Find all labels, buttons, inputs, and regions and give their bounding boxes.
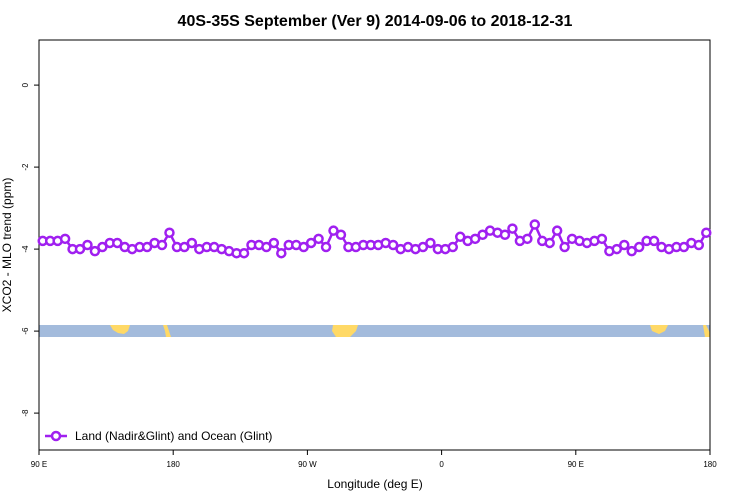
x-tick-label: 90 E: [568, 460, 584, 469]
data-point: [596, 233, 608, 245]
data-point: [305, 237, 317, 249]
data-point: [313, 233, 324, 245]
ocean-band: [39, 325, 710, 337]
data-point: [97, 241, 108, 253]
data-point: [633, 241, 645, 253]
data-point: [611, 243, 623, 255]
data-point: [179, 241, 190, 253]
x-axis-label: Longitude (deg E): [327, 477, 422, 491]
data-point: [544, 237, 555, 249]
data-point: [507, 223, 518, 234]
legend-marker: [50, 430, 62, 442]
data-point: [164, 227, 175, 238]
x-tick-label: 180: [167, 460, 181, 469]
data-point: [328, 225, 339, 236]
data-point: [678, 241, 690, 253]
data-point: [551, 225, 563, 236]
data-point: [559, 241, 570, 253]
land: [703, 325, 710, 337]
data-point: [238, 247, 250, 259]
data-point: [156, 239, 168, 251]
data-point: [701, 227, 712, 238]
data-point: [141, 241, 153, 253]
y-tick-label: 0: [21, 82, 30, 87]
data-point: [522, 233, 533, 245]
data-point: [417, 241, 429, 253]
legend-label: Land (Nadir&Glint) and Ocean (Glint): [75, 429, 272, 443]
data-point: [469, 233, 481, 245]
data-point: [59, 233, 71, 245]
data-point: [89, 245, 101, 257]
data-point: [454, 231, 466, 243]
data-point: [447, 241, 459, 253]
data-point: [82, 239, 93, 251]
data-point: [298, 241, 309, 253]
data-point: [186, 237, 198, 249]
y-axis-label: XCO2 - MLO trend (ppm): [0, 178, 14, 313]
data-point: [387, 239, 399, 251]
y-tick-label: -8: [21, 409, 30, 417]
data-point: [268, 237, 280, 249]
data-point: [425, 237, 436, 249]
data-point: [648, 235, 660, 247]
x-tick-label: 90 E: [31, 460, 47, 469]
data-point: [335, 229, 347, 240]
land: [110, 325, 130, 334]
data-point: [477, 229, 488, 240]
data-point: [619, 239, 630, 251]
land: [332, 325, 358, 337]
chart-title: 40S-35S September (Ver 9) 2014-09-06 to …: [178, 13, 573, 30]
data-point: [276, 247, 287, 259]
data-point: [320, 241, 332, 253]
land: [163, 325, 171, 337]
data-point: [261, 241, 272, 253]
x-tick-label: 90 W: [298, 460, 317, 469]
data-point: [74, 243, 86, 255]
data-point: [499, 229, 511, 240]
y-tick-label: -4: [21, 245, 30, 253]
data-point: [626, 245, 637, 257]
x-tick-label: 180: [703, 460, 717, 469]
plot-frame: [38, 39, 711, 451]
map-strip: [39, 325, 710, 337]
x-tick-label: 0: [439, 460, 444, 469]
land: [650, 325, 668, 334]
y-tick-label: -6: [21, 327, 30, 335]
data-point: [693, 239, 705, 251]
data-point: [112, 237, 123, 249]
data-point: [529, 219, 541, 230]
y-tick-label: -2: [21, 163, 30, 171]
